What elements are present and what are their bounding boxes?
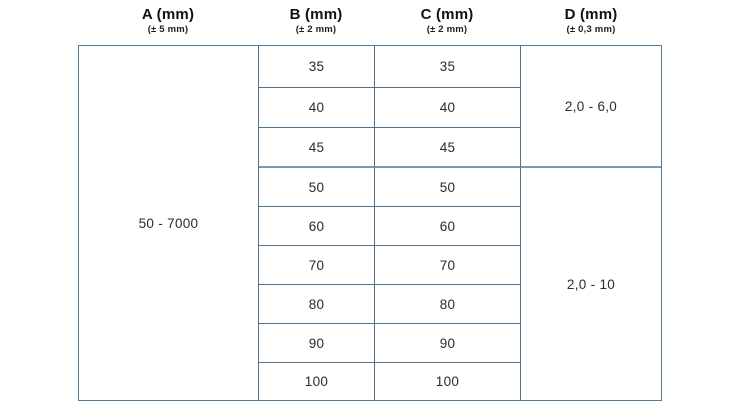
cell-a-range: 50 - 7000 <box>79 46 259 400</box>
cell-c-row8: 100 <box>375 363 521 400</box>
column-header-b: B (mm) (± 2 mm) <box>258 6 374 36</box>
cell-b-row7: 90 <box>259 324 375 363</box>
column-label-b: B (mm) <box>289 6 343 23</box>
cell-c-row2: 45 <box>375 128 521 168</box>
cell-c-row0: 35 <box>375 46 521 88</box>
cell-c-row3: 50 <box>375 168 521 207</box>
cell-c-row7: 90 <box>375 324 521 363</box>
spec-table: 50 - 7000 35 35 40 40 45 45 50 50 60 60 … <box>78 45 662 401</box>
cell-b-row0: 35 <box>259 46 375 88</box>
column-header-c: C (mm) (± 2 mm) <box>374 6 520 36</box>
cell-c-row1: 40 <box>375 88 521 128</box>
cell-d-group0: 2,0 - 6,0 <box>521 46 661 168</box>
column-header-d: D (mm) (± 0,3 mm) <box>520 6 662 36</box>
cell-b-row8: 100 <box>259 363 375 400</box>
column-tolerance-b: (± 2 mm) <box>295 24 337 35</box>
cell-c-row4: 60 <box>375 207 521 246</box>
cell-b-row3: 50 <box>259 168 375 207</box>
column-label-c: C (mm) <box>420 6 474 23</box>
column-tolerance-a: (± 5 mm) <box>147 24 189 35</box>
cell-b-row4: 60 <box>259 207 375 246</box>
cell-b-row2: 45 <box>259 128 375 168</box>
column-tolerance-d: (± 0,3 mm) <box>566 24 616 35</box>
cell-b-row1: 40 <box>259 88 375 128</box>
column-label-a: A (mm) <box>141 6 195 23</box>
cell-b-row6: 80 <box>259 285 375 324</box>
cell-d-group1: 2,0 - 10 <box>566 276 616 292</box>
column-tolerance-c: (± 2 mm) <box>426 24 468 35</box>
cell-c-row5: 70 <box>375 246 521 285</box>
cell-b-row5: 70 <box>259 246 375 285</box>
column-header-a: A (mm) (± 5 mm) <box>78 6 258 36</box>
column-label-d: D (mm) <box>564 6 618 23</box>
cell-c-row6: 80 <box>375 285 521 324</box>
